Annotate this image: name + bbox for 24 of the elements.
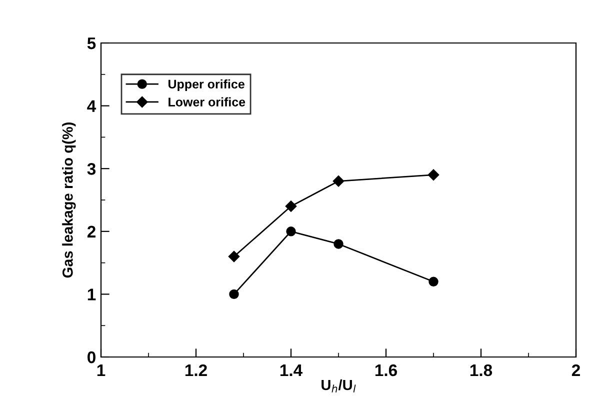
y-tick-label: 1 xyxy=(88,288,96,300)
point xyxy=(229,289,239,300)
x-tick-label: 1.6 xyxy=(375,364,397,376)
point xyxy=(428,276,438,286)
x-tick-label: 1 xyxy=(97,364,106,376)
point xyxy=(228,250,240,262)
point xyxy=(334,239,344,249)
x-tick-label: 2 xyxy=(572,364,580,376)
y-tick-label: 4 xyxy=(87,100,96,112)
y-axis-title: Gas leakage ratio q(%) xyxy=(62,122,76,278)
x-tick-label: 1.2 xyxy=(185,364,207,376)
x-tick-label: 1.4 xyxy=(280,364,302,376)
y-tick-label: 3 xyxy=(87,163,96,175)
point xyxy=(332,176,344,187)
point xyxy=(428,169,440,180)
point xyxy=(286,226,296,236)
y-tick-label: 2 xyxy=(87,226,96,238)
y-tick-label: 5 xyxy=(87,38,96,50)
legend-label: Lower orifice xyxy=(168,97,246,106)
y-tick-label: 0 xyxy=(88,351,96,364)
legend-label: Upper orifice xyxy=(168,79,244,92)
x-tick-label: 1.8 xyxy=(470,364,492,376)
x-axis-title: U$_{h}$/U$_{l}$ xyxy=(322,379,356,392)
point xyxy=(285,200,297,212)
